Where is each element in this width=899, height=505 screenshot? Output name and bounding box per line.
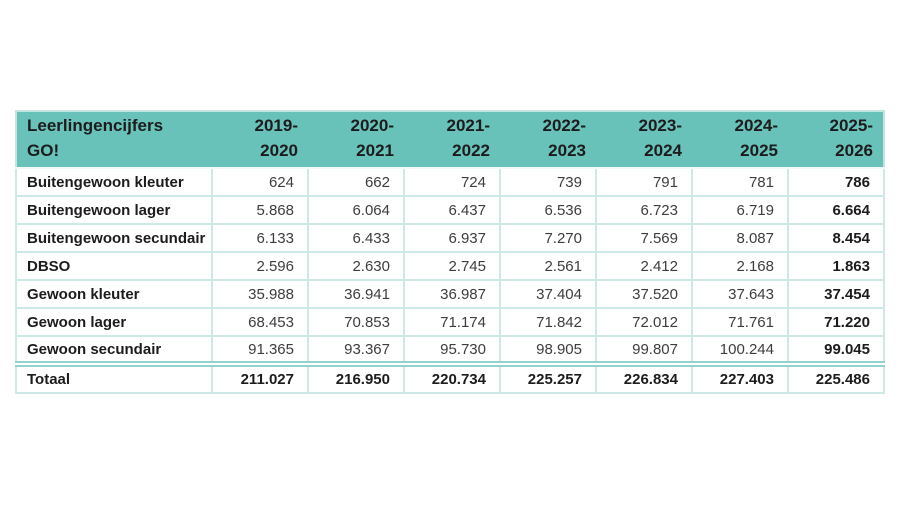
table-cell: 70.853 (307, 307, 405, 337)
table-cell: 7.270 (499, 223, 597, 253)
table-cell: 6.664 (787, 195, 885, 225)
col-header-2020-2021: 2020- 2021 (308, 111, 404, 169)
col-header-2022-2023: 2022- 2023 (500, 111, 596, 169)
table-cell: 2.596 (211, 251, 309, 281)
table-cell: 99.807 (595, 335, 693, 365)
table-cell: 6.133 (211, 223, 309, 253)
table-row-gewoon-lager: Gewoon lager 68.453 70.853 71.174 71.842… (15, 307, 885, 337)
total-cell: 226.834 (595, 361, 693, 394)
table-cell: 36.941 (307, 279, 405, 309)
table-cell: 100.244 (691, 335, 789, 365)
table-cell: 37.454 (787, 279, 885, 309)
table-cell: 781 (691, 167, 789, 197)
table-cell: 37.643 (691, 279, 789, 309)
table-cell: 35.988 (211, 279, 309, 309)
table-cell: 2.745 (403, 251, 501, 281)
table-cell: 93.367 (307, 335, 405, 365)
table-cell: 37.404 (499, 279, 597, 309)
table-cell: 37.520 (595, 279, 693, 309)
total-cell: 225.257 (499, 361, 597, 394)
col-header-2024-2025: 2024- 2025 (692, 111, 788, 169)
table-cell: 791 (595, 167, 693, 197)
total-cell: 225.486 (787, 361, 885, 394)
table-cell: 2.168 (691, 251, 789, 281)
header-row: Leerlingencijfers GO! 2019- 2020 2020- 2… (16, 111, 884, 169)
total-cell: 227.403 (691, 361, 789, 394)
col-header-2023-2024: 2023- 2024 (596, 111, 692, 169)
total-row-label: Totaal (15, 361, 213, 394)
table-cell: 739 (499, 167, 597, 197)
table-cell: 68.453 (211, 307, 309, 337)
total-cell: 220.734 (403, 361, 501, 394)
table-cell: 7.569 (595, 223, 693, 253)
table-row-buitengewoon-kleuter: Buitengewoon kleuter 624 662 724 739 791… (15, 167, 885, 197)
table-title: Leerlingencijfers GO! (16, 111, 212, 169)
table-cell: 6.937 (403, 223, 501, 253)
table-cell: 6.723 (595, 195, 693, 225)
row-label: DBSO (15, 251, 213, 281)
table-cell: 71.842 (499, 307, 597, 337)
table-header: Leerlingencijfers GO! 2019- 2020 2020- 2… (16, 111, 884, 169)
table-cell: 6.064 (307, 195, 405, 225)
row-label: Gewoon secundair (15, 335, 213, 365)
row-label: Buitengewoon secundair (15, 223, 213, 253)
col-header-2021-2022: 2021- 2022 (404, 111, 500, 169)
total-row: Totaal 211.027 216.950 220.734 225.257 2… (15, 361, 885, 394)
table-cell: 724 (403, 167, 501, 197)
table-row-gewoon-secundair: Gewoon secundair 91.365 93.367 95.730 98… (15, 335, 885, 365)
col-header-2019-2020: 2019- 2020 (212, 111, 308, 169)
total-cell: 216.950 (307, 361, 405, 394)
table-cell: 2.630 (307, 251, 405, 281)
table-cell: 71.761 (691, 307, 789, 337)
total-cell: 211.027 (211, 361, 309, 394)
table-cell: 6.536 (499, 195, 597, 225)
table-cell: 5.868 (211, 195, 309, 225)
table-cell: 36.987 (403, 279, 501, 309)
table-body: Buitengewoon kleuter 624 662 724 739 791… (15, 167, 885, 394)
table-cell: 786 (787, 167, 885, 197)
table-cell: 662 (307, 167, 405, 197)
row-label: Buitengewoon lager (15, 195, 213, 225)
table-cell: 1.863 (787, 251, 885, 281)
table-cell: 99.045 (787, 335, 885, 365)
table-cell: 6.433 (307, 223, 405, 253)
leerlingencijfers-table: Leerlingencijfers GO! 2019- 2020 2020- 2… (15, 110, 885, 394)
table-cell: 8.454 (787, 223, 885, 253)
table-cell: 2.561 (499, 251, 597, 281)
table-cell: 98.905 (499, 335, 597, 365)
row-label: Gewoon kleuter (15, 279, 213, 309)
table-cell: 624 (211, 167, 309, 197)
row-label: Gewoon lager (15, 307, 213, 337)
col-header-2025-2026: 2025- 2026 (788, 111, 884, 169)
table-cell: 71.220 (787, 307, 885, 337)
table-cell: 95.730 (403, 335, 501, 365)
table-cell: 91.365 (211, 335, 309, 365)
table-cell: 72.012 (595, 307, 693, 337)
table-cell: 8.087 (691, 223, 789, 253)
table-row-buitengewoon-lager: Buitengewoon lager 5.868 6.064 6.437 6.5… (15, 195, 885, 225)
table-row-dbso: DBSO 2.596 2.630 2.745 2.561 2.412 2.168… (15, 251, 885, 281)
table-cell: 2.412 (595, 251, 693, 281)
table-cell: 6.719 (691, 195, 789, 225)
table-cell: 71.174 (403, 307, 501, 337)
table-row-gewoon-kleuter: Gewoon kleuter 35.988 36.941 36.987 37.4… (15, 279, 885, 309)
table-cell: 6.437 (403, 195, 501, 225)
row-label: Buitengewoon kleuter (15, 167, 213, 197)
table-row-buitengewoon-secundair: Buitengewoon secundair 6.133 6.433 6.937… (15, 223, 885, 253)
